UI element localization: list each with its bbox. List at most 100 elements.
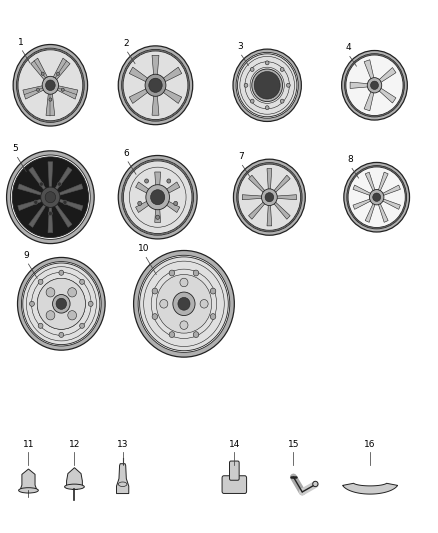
Ellipse shape	[23, 263, 100, 345]
Ellipse shape	[36, 88, 39, 91]
Ellipse shape	[59, 333, 64, 337]
Ellipse shape	[18, 50, 83, 121]
Ellipse shape	[118, 46, 193, 125]
Ellipse shape	[180, 321, 188, 329]
Polygon shape	[353, 198, 372, 209]
Ellipse shape	[180, 278, 188, 287]
Polygon shape	[365, 172, 375, 192]
Polygon shape	[267, 203, 272, 226]
Ellipse shape	[122, 159, 194, 235]
Polygon shape	[248, 200, 266, 219]
Polygon shape	[343, 483, 398, 494]
Ellipse shape	[61, 88, 64, 91]
Ellipse shape	[233, 49, 301, 122]
Polygon shape	[31, 58, 49, 82]
Ellipse shape	[138, 201, 141, 206]
Polygon shape	[18, 198, 44, 211]
Polygon shape	[378, 68, 396, 84]
Polygon shape	[53, 203, 72, 227]
Polygon shape	[267, 168, 272, 191]
Ellipse shape	[280, 99, 284, 103]
Ellipse shape	[344, 163, 410, 232]
Ellipse shape	[17, 48, 84, 123]
Text: 8: 8	[347, 155, 353, 164]
Ellipse shape	[21, 262, 101, 346]
Ellipse shape	[34, 200, 38, 204]
Polygon shape	[160, 87, 182, 103]
Ellipse shape	[149, 78, 162, 92]
Ellipse shape	[210, 313, 216, 319]
Ellipse shape	[373, 193, 381, 201]
Polygon shape	[364, 90, 374, 111]
Polygon shape	[57, 198, 83, 211]
Polygon shape	[275, 195, 297, 200]
Ellipse shape	[59, 270, 64, 275]
Polygon shape	[152, 55, 159, 79]
Ellipse shape	[173, 292, 195, 316]
Ellipse shape	[41, 72, 44, 75]
Ellipse shape	[46, 288, 55, 297]
Ellipse shape	[38, 279, 43, 285]
Ellipse shape	[265, 106, 269, 110]
Text: 5: 5	[12, 144, 18, 153]
Polygon shape	[163, 199, 180, 213]
Polygon shape	[272, 175, 290, 194]
Ellipse shape	[210, 288, 216, 294]
Polygon shape	[52, 58, 70, 82]
Ellipse shape	[18, 488, 39, 493]
Ellipse shape	[178, 297, 190, 310]
Text: 3: 3	[237, 42, 243, 51]
Ellipse shape	[252, 69, 283, 102]
Polygon shape	[242, 195, 264, 200]
Polygon shape	[23, 85, 46, 99]
Ellipse shape	[30, 301, 34, 306]
Ellipse shape	[49, 98, 52, 101]
Ellipse shape	[238, 164, 300, 230]
Ellipse shape	[49, 212, 53, 215]
Polygon shape	[378, 87, 396, 103]
Text: 14: 14	[229, 440, 240, 449]
Polygon shape	[136, 199, 152, 213]
Polygon shape	[67, 468, 82, 487]
Ellipse shape	[124, 161, 192, 233]
Ellipse shape	[244, 83, 248, 87]
Ellipse shape	[42, 76, 59, 94]
Polygon shape	[364, 60, 374, 81]
Ellipse shape	[12, 157, 88, 238]
Ellipse shape	[200, 300, 208, 308]
Ellipse shape	[345, 54, 404, 117]
Polygon shape	[129, 67, 151, 83]
Ellipse shape	[160, 300, 168, 308]
Ellipse shape	[56, 298, 67, 309]
Ellipse shape	[348, 167, 405, 228]
Text: 10: 10	[138, 244, 149, 253]
Ellipse shape	[7, 151, 94, 244]
Ellipse shape	[193, 270, 199, 276]
Ellipse shape	[146, 185, 170, 209]
Ellipse shape	[38, 323, 43, 328]
Polygon shape	[155, 205, 161, 222]
Polygon shape	[57, 184, 83, 196]
Polygon shape	[155, 172, 161, 189]
Ellipse shape	[13, 45, 88, 126]
Ellipse shape	[346, 55, 403, 116]
Ellipse shape	[118, 482, 127, 487]
Ellipse shape	[286, 83, 290, 87]
Text: 1: 1	[18, 37, 24, 46]
Ellipse shape	[41, 187, 60, 207]
Polygon shape	[365, 202, 375, 222]
Ellipse shape	[152, 288, 158, 294]
Text: 15: 15	[288, 440, 299, 449]
Text: 9: 9	[23, 251, 29, 260]
Ellipse shape	[371, 81, 378, 90]
Ellipse shape	[46, 80, 55, 91]
Text: 11: 11	[23, 440, 34, 449]
Ellipse shape	[237, 54, 297, 117]
Text: 12: 12	[69, 440, 80, 449]
Ellipse shape	[39, 182, 43, 186]
Ellipse shape	[236, 52, 298, 118]
Polygon shape	[248, 175, 266, 194]
Ellipse shape	[80, 323, 85, 328]
Ellipse shape	[174, 201, 178, 206]
Polygon shape	[29, 167, 47, 192]
